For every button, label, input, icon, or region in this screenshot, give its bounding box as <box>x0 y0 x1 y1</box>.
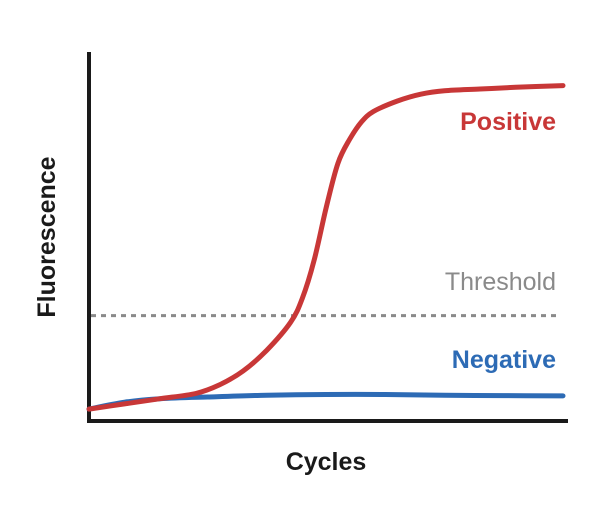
series-label-positive: Positive <box>460 108 556 136</box>
threshold-label: Threshold <box>445 268 556 296</box>
positive-curve <box>86 83 566 412</box>
series-label-negative: Negative <box>452 346 556 374</box>
x-axis-label: Cycles <box>286 448 367 476</box>
y-axis-label: Fluorescence <box>33 156 61 317</box>
